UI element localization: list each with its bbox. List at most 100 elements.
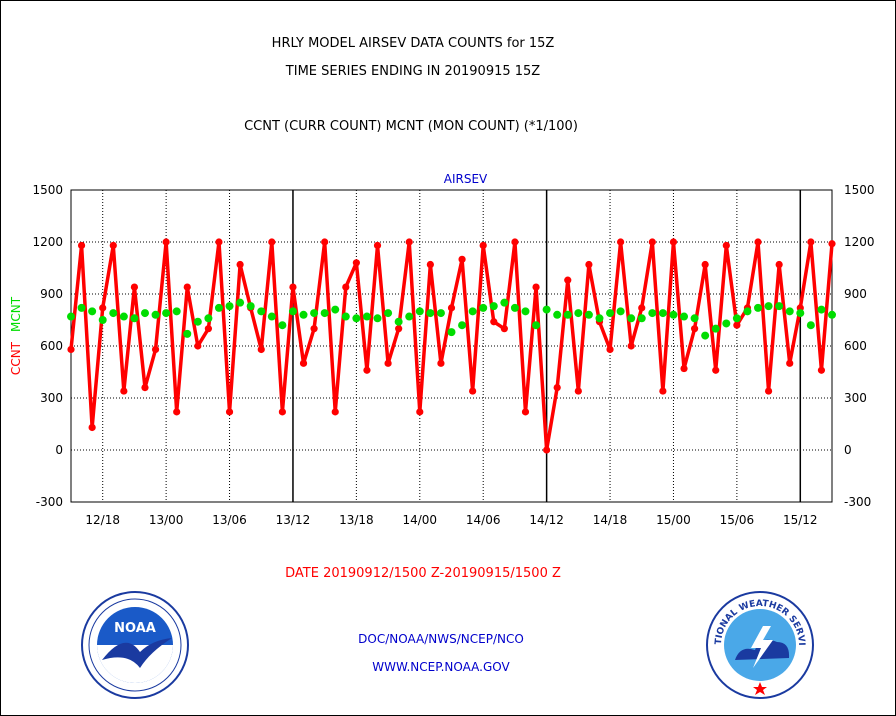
- data-point-mcnt: [130, 314, 139, 323]
- data-point-ccnt: [215, 238, 223, 246]
- label-layer: -300 -300 0 0 300 300 600 600 900 900 1200 1200 1500…: [9, 172, 875, 527]
- data-point-mcnt: [722, 319, 731, 328]
- data-point-mcnt: [320, 309, 329, 318]
- data-point-ccnt: [77, 241, 86, 250]
- data-point-mcnt: [119, 312, 128, 321]
- data-point-ccnt: [278, 408, 286, 416]
- data-point-mcnt: [500, 298, 509, 307]
- data-point-mcnt: [532, 321, 541, 330]
- data-point-ccnt: [469, 387, 477, 395]
- data-point-mcnt: [828, 310, 836, 319]
- x-tick-label: 13/18: [339, 513, 374, 527]
- data-point-ccnt: [521, 408, 530, 416]
- data-point-ccnt: [99, 304, 107, 312]
- y-tick-label-right: 900: [844, 287, 867, 301]
- x-tick-label: 14/18: [593, 513, 628, 527]
- data-point-ccnt: [109, 241, 117, 250]
- data-point-mcnt: [109, 309, 118, 318]
- data-point-mcnt: [616, 307, 625, 316]
- url-link[interactable]: WWW.NCEP.NOAA.GOV: [372, 660, 510, 674]
- data-point-mcnt: [542, 305, 551, 314]
- data-point-ccnt: [236, 260, 244, 269]
- data-point-ccnt: [151, 345, 160, 354]
- chart-title-line1: HRLY MODEL AIRSEV DATA COUNTS for 15Z: [271, 36, 555, 51]
- data-point-mcnt: [172, 307, 181, 316]
- y-label-mcnt: MCNT: [9, 296, 23, 332]
- data-point-ccnt: [416, 408, 424, 416]
- data-point-ccnt: [511, 238, 519, 246]
- data-point-mcnt: [680, 312, 689, 321]
- data-point-ccnt: [690, 325, 699, 333]
- data-point-mcnt: [553, 310, 562, 319]
- data-point-ccnt: [183, 283, 191, 291]
- data-point-mcnt: [436, 309, 445, 318]
- data-point-mcnt: [331, 305, 340, 314]
- data-point-mcnt: [394, 317, 403, 326]
- data-point-mcnt: [479, 303, 488, 312]
- y-tick-label-left: -300: [36, 495, 63, 509]
- data-point-mcnt: [658, 309, 667, 318]
- data-point-ccnt: [606, 345, 614, 354]
- data-point-mcnt: [796, 309, 805, 318]
- y-tick-label-left: 1500: [32, 183, 63, 197]
- data-point-mcnt: [701, 331, 710, 340]
- data-point-mcnt: [214, 303, 223, 312]
- data-point-ccnt: [712, 366, 720, 374]
- data-point-mcnt: [732, 314, 741, 323]
- data-point-ccnt: [405, 238, 413, 246]
- data-point-mcnt: [162, 309, 171, 318]
- x-tick-label: 15/12: [783, 513, 818, 527]
- data-point-ccnt: [617, 238, 625, 246]
- data-point-ccnt: [299, 359, 308, 367]
- data-point-ccnt: [384, 359, 392, 367]
- data-point-mcnt: [140, 309, 149, 318]
- data-point-ccnt: [426, 260, 434, 269]
- y-tick-label-right: -300: [844, 495, 871, 509]
- data-point-mcnt: [267, 312, 276, 321]
- data-point-ccnt: [173, 408, 181, 416]
- data-point-ccnt: [352, 259, 360, 267]
- data-point-mcnt: [563, 310, 572, 319]
- data-point-mcnt: [225, 302, 234, 311]
- data-point-mcnt: [468, 307, 477, 316]
- data-point-ccnt: [680, 364, 688, 373]
- data-point-mcnt: [489, 302, 498, 311]
- y-tick-label-left: 1200: [32, 235, 63, 249]
- data-point-ccnt: [331, 408, 339, 416]
- y-tick-label-right: 0: [844, 443, 852, 457]
- data-point-ccnt: [447, 304, 456, 312]
- data-point-ccnt: [585, 260, 593, 269]
- data-point-ccnt: [786, 359, 794, 367]
- data-point-ccnt: [479, 241, 487, 250]
- data-point-ccnt: [257, 345, 265, 354]
- data-point-mcnt: [77, 303, 86, 312]
- data-point-mcnt: [595, 314, 604, 323]
- data-point-mcnt: [584, 310, 593, 319]
- data-point-mcnt: [627, 314, 636, 323]
- data-point-ccnt: [363, 366, 371, 374]
- data-point-ccnt: [500, 325, 508, 333]
- data-point-mcnt: [384, 309, 393, 318]
- data-point-ccnt: [342, 283, 350, 291]
- data-point-mcnt: [88, 307, 97, 316]
- data-point-mcnt: [362, 312, 371, 321]
- data-point-mcnt: [817, 305, 826, 314]
- data-point-ccnt: [141, 384, 149, 392]
- plot-title: AIRSEV: [444, 172, 488, 186]
- data-point-mcnt: [352, 314, 361, 323]
- org-label: DOC/NOAA/NWS/NCEP/NCO: [358, 632, 524, 646]
- x-tick-label: 15/06: [720, 513, 755, 527]
- data-point-ccnt: [490, 318, 498, 326]
- series-layer: [67, 238, 836, 454]
- data-point-ccnt: [532, 283, 540, 291]
- data-point-mcnt: [606, 309, 615, 318]
- data-point-mcnt: [775, 302, 784, 311]
- y-tick-label-right: 600: [844, 339, 867, 353]
- data-point-mcnt: [637, 314, 646, 323]
- data-point-ccnt: [701, 260, 709, 269]
- y-tick-label-right: 1500: [844, 183, 875, 197]
- data-point-ccnt: [373, 241, 382, 250]
- data-point-mcnt: [521, 307, 530, 316]
- data-point-mcnt: [785, 307, 794, 316]
